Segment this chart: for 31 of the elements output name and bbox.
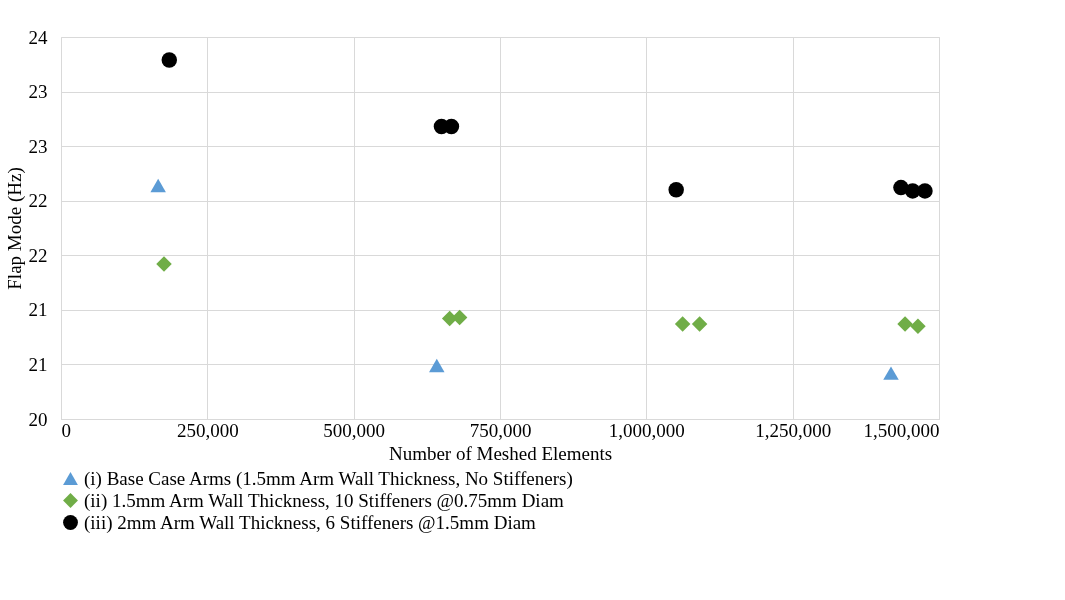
y-tick-label: 22 — [28, 190, 48, 212]
y-tick-label: 21 — [28, 299, 48, 321]
legend-label: (ii) 1.5mm Arm Wall Thickness, 10 Stiffeners @0.75mm Diam — [84, 489, 565, 512]
legend-label: (iii) 2mm Arm Wall Thickness, 6 Stiffeners @1.5mm Diam — [84, 511, 537, 534]
y-tick-label: 24 — [28, 26, 48, 48]
point — [910, 318, 926, 334]
y-axis-title: Flap Mode (Hz) — [3, 167, 26, 290]
point — [429, 358, 445, 373]
point — [150, 178, 166, 193]
point — [156, 256, 172, 272]
y-tick-label: 22 — [28, 244, 48, 266]
point — [691, 316, 708, 332]
point — [668, 182, 684, 198]
y-tick-label: 21 — [28, 353, 48, 375]
x-tick-label: 250,000 — [176, 419, 239, 441]
point — [883, 366, 899, 380]
y-tick-label: 20 — [28, 408, 48, 430]
x-tick-label: 1,500,000 — [863, 419, 940, 441]
x-tick-label: 1,250,000 — [755, 419, 832, 441]
y-tick-label: 23 — [28, 135, 48, 157]
legend-label: (i) Base Case Arms (1.5mm Arm Wall Thickness, No Stiffeners) — [84, 467, 573, 490]
point — [674, 316, 691, 332]
point — [917, 183, 933, 199]
x-tick-label: 750,000 — [469, 419, 532, 441]
point — [897, 316, 913, 332]
x-tick-label: 0 — [61, 419, 71, 441]
y-tick-label: 23 — [28, 81, 48, 103]
x-axis-title: Number of Meshed Elements — [388, 442, 613, 464]
point — [161, 52, 178, 68]
x-tick-label: 1,000,000 — [608, 419, 685, 441]
x-tick-label: 500,000 — [323, 419, 386, 441]
